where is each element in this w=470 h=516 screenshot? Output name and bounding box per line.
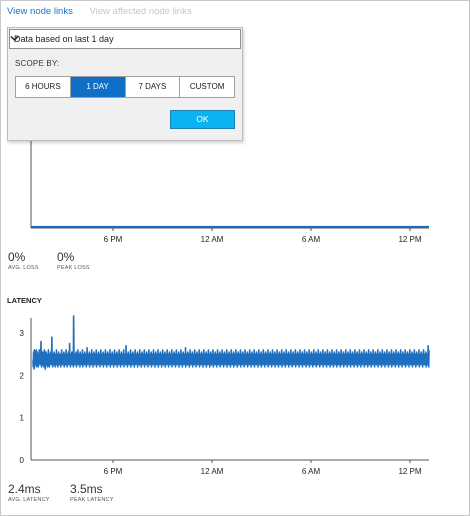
avg-latency-stat: 2.4ms AVG. LATENCY — [8, 482, 50, 503]
scope-option-6-hours[interactable]: 6 HOURS — [16, 77, 71, 97]
peak-latency-value: 3.5ms — [70, 482, 103, 496]
avg-latency-value: 2.4ms — [8, 482, 41, 496]
latency-x-tick-label: 12 AM — [201, 467, 224, 476]
scope-by-label: SCOPE BY: — [15, 59, 60, 68]
ok-button[interactable]: OK — [170, 110, 235, 129]
peak-latency-stat: 3.5ms PEAK LATENCY — [70, 482, 114, 503]
view-affected-node-links-link: View affected node links — [89, 6, 192, 17]
scope-segmented-control: 6 HOURS 1 DAY 7 DAYS CUSTOM — [15, 76, 235, 98]
scope-option-custom[interactable]: CUSTOM — [189, 82, 225, 91]
peak-loss-stat: 0% PEAK LOSS — [57, 250, 90, 271]
latency-x-tick-label: 12 PM — [398, 467, 421, 476]
latency-series-line — [32, 315, 430, 370]
latency-y-tick-label: 2 — [20, 371, 25, 380]
avg-loss-label: AVG. LOSS — [8, 265, 39, 271]
scope-option-1-day[interactable]: 1 DAY — [70, 77, 126, 97]
peak-loss-value: 0% — [57, 250, 75, 264]
link-bar: View node links View affected node links — [7, 6, 192, 17]
avg-loss-value: 0% — [8, 250, 26, 264]
avg-latency-label: AVG. LATENCY — [8, 497, 50, 503]
scope-popup: Data based on last 1 day SCOPE BY: 6 HOU… — [7, 27, 243, 141]
latency-y-tick-label: 3 — [20, 329, 25, 338]
latency-x-tick-label: 6 PM — [104, 467, 123, 476]
latency-chart: 3 2 1 0 6 PM 12 AM 6 AM 12 PM — [20, 315, 430, 476]
view-node-links-link[interactable]: View node links — [7, 6, 73, 17]
latency-x-tick-label: 6 AM — [302, 467, 321, 476]
scope-option-7-days[interactable]: 7 DAYS — [126, 77, 181, 97]
latency-y-tick-label: 0 — [20, 456, 25, 465]
latency-title: LATENCY — [7, 296, 42, 305]
avg-loss-stat: 0% AVG. LOSS — [8, 250, 39, 271]
peak-loss-label: PEAK LOSS — [57, 265, 90, 271]
loss-x-tick-label: 6 AM — [302, 235, 321, 244]
time-range-dropdown-value: Data based on last 1 day — [14, 34, 114, 44]
latency-y-tick-label: 1 — [20, 414, 25, 423]
loss-x-tick-label: 6 PM — [104, 235, 123, 244]
loss-chart: 6 PM 12 AM 6 AM 12 PM — [30, 141, 429, 244]
chevron-down-icon — [10, 35, 19, 42]
peak-latency-label: PEAK LATENCY — [70, 497, 114, 503]
loss-x-tick-label: 12 AM — [201, 235, 224, 244]
time-range-dropdown[interactable]: Data based on last 1 day — [9, 29, 241, 49]
loss-x-tick-label: 12 PM — [398, 235, 421, 244]
